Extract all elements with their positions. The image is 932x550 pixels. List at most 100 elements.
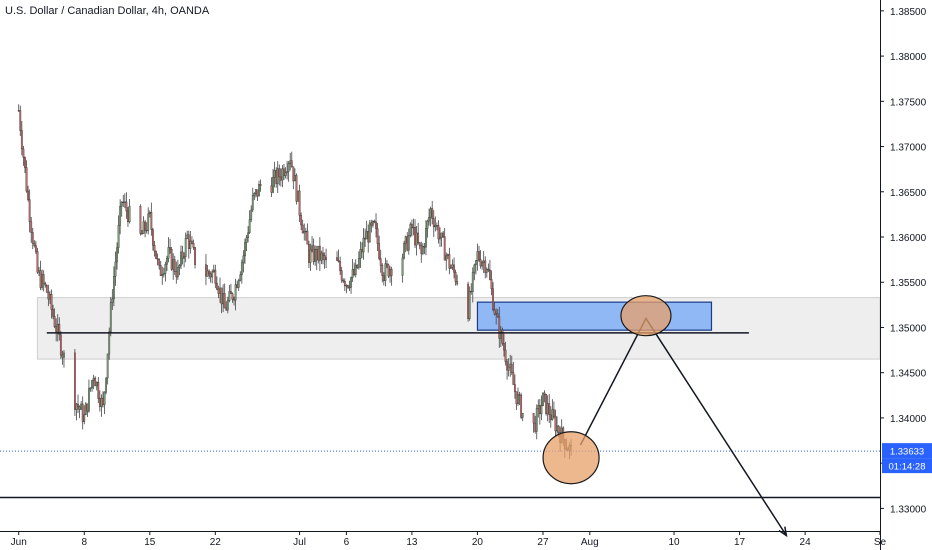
candle-body (178, 265, 181, 268)
candle-body (534, 422, 537, 432)
price-tick-label: 1.35500 (890, 278, 927, 289)
candle-body (103, 391, 106, 405)
candle-body (311, 245, 313, 251)
candle-body (217, 288, 220, 294)
candle-body (474, 260, 477, 266)
candle-body (244, 242, 246, 257)
candle-body (152, 229, 154, 246)
candle-body (158, 259, 161, 266)
candle-body (212, 269, 215, 273)
candle-body (92, 377, 95, 381)
overlay-layer (542, 295, 788, 538)
candle-body (298, 190, 301, 216)
candle-body (94, 377, 97, 387)
candle-body (506, 361, 508, 371)
candle-body (39, 270, 42, 288)
candle-body (440, 232, 443, 238)
candle-body (492, 288, 494, 310)
candle-body (325, 257, 327, 261)
candle-body (106, 353, 109, 379)
candle-body (275, 170, 278, 184)
candle-body (468, 290, 471, 319)
candle-body (144, 221, 147, 231)
candle-body (117, 225, 120, 248)
candle-body (167, 247, 170, 259)
candle-body (425, 228, 427, 248)
candle-body (273, 170, 276, 178)
candle-body (251, 195, 254, 211)
candle-body (359, 249, 362, 259)
candle-body (139, 205, 142, 234)
candle-body (421, 245, 424, 254)
candle-body (119, 205, 122, 226)
candle-body (187, 234, 190, 249)
candle-body (281, 168, 284, 181)
candle-body (153, 245, 156, 252)
candle-body (456, 281, 459, 285)
candle-body (44, 283, 47, 286)
candle-body (270, 185, 273, 193)
candle-body (340, 270, 343, 281)
candle-body (205, 264, 207, 277)
candle-body (73, 352, 76, 410)
candle-body (342, 279, 345, 282)
candle-body (428, 217, 430, 222)
candle-body (336, 257, 338, 261)
candles-layer (17, 104, 572, 460)
candle-body (150, 212, 153, 230)
candle-body (476, 251, 479, 261)
candle-body (45, 285, 48, 293)
candle-body (490, 279, 493, 289)
time-tick-label: Se (874, 537, 887, 548)
candle-body (105, 377, 107, 393)
target-circle-marker (620, 295, 672, 337)
candle-body (317, 245, 320, 261)
candle-body (356, 264, 359, 268)
candle-body (347, 285, 349, 288)
candle-body (314, 248, 317, 262)
candle-body (223, 293, 226, 309)
candle-body (172, 259, 175, 270)
candle-body (554, 415, 557, 432)
time-axis[interactable]: Jun 8 15 22 Jul 6 13 20 27 Aug 10 17 24 Se (11, 531, 887, 548)
candle-body (484, 260, 487, 273)
price-tick-label: 1.34000 (890, 414, 927, 425)
candle-body (180, 251, 182, 266)
candle-body (517, 394, 519, 404)
candle-body (382, 275, 385, 281)
candle-body (437, 225, 440, 240)
candle-body (59, 334, 62, 356)
candle-body (443, 236, 446, 261)
candle-body (379, 258, 382, 266)
candle-body (30, 221, 33, 233)
candle-body (127, 210, 129, 223)
time-tick-label: 22 (210, 537, 222, 548)
candle-body (17, 110, 20, 112)
price-tick-label: 1.33000 (890, 504, 927, 515)
candle-body (446, 254, 449, 256)
candle-body (254, 189, 257, 194)
candle-body (231, 293, 234, 300)
candle-body (279, 176, 282, 181)
candle-body (290, 160, 293, 167)
candle-body (318, 245, 321, 261)
time-tick-label: 8 (81, 537, 87, 548)
time-tick-label: Jun (11, 537, 27, 548)
time-tick-label: 10 (668, 537, 680, 548)
candle-body (512, 372, 515, 385)
candle-body (194, 247, 196, 265)
candle-body (367, 231, 370, 243)
candle-body (556, 425, 558, 432)
price-axis[interactable]: 1.38500 1.38000 1.37500 1.37000 1.36500 1.360… (880, 7, 927, 516)
candle-body (226, 300, 229, 311)
candle-body (239, 274, 242, 281)
candle-body (353, 269, 356, 275)
candle-body (27, 190, 29, 200)
candle-body (159, 265, 162, 276)
candle-body (389, 268, 391, 277)
candle-body (28, 199, 31, 223)
resistance-zone-band (36, 297, 881, 360)
candle-body (493, 309, 496, 315)
candle-body (272, 177, 274, 193)
